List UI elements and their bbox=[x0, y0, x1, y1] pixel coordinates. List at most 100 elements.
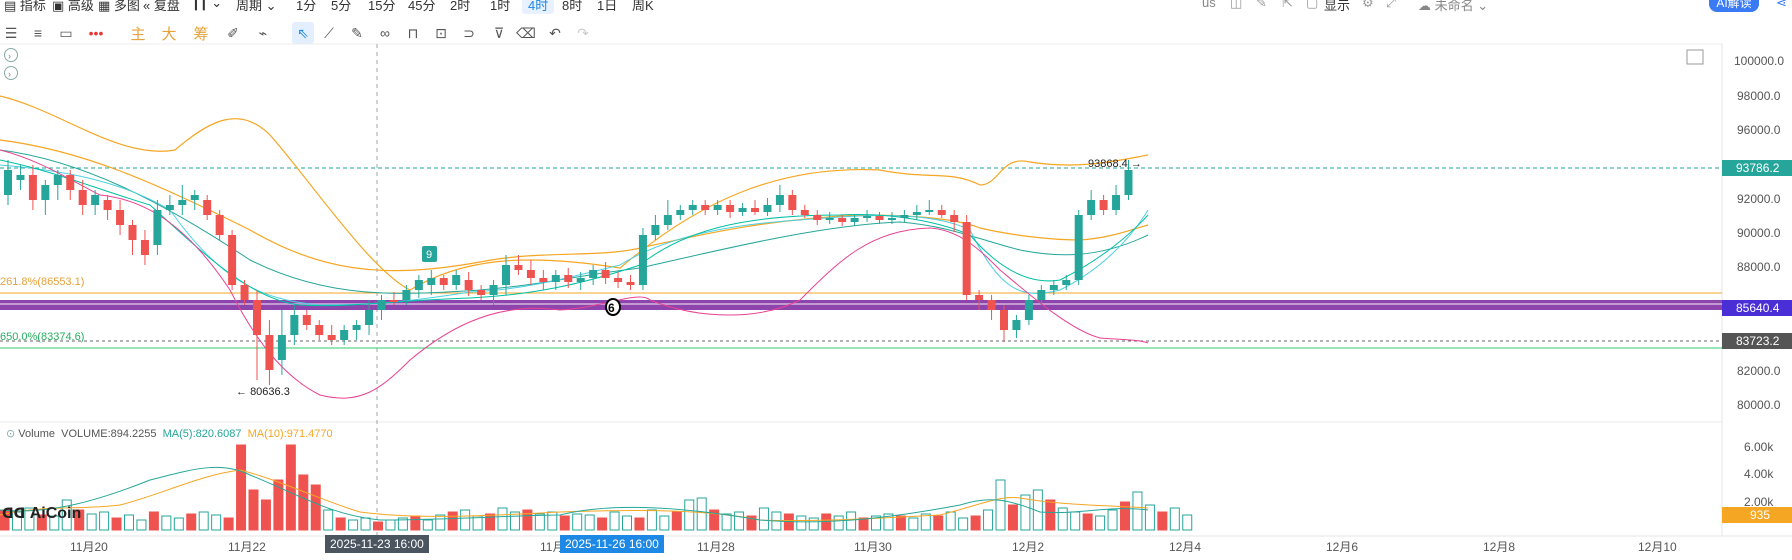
price-tick: 96000.0 bbox=[1737, 123, 1781, 137]
period-8h[interactable]: 8时 bbox=[562, 0, 583, 13]
edit-chart-icon[interactable]: ✐ bbox=[227, 24, 239, 41]
settings-icon[interactable]: ⚙ bbox=[1362, 0, 1374, 10]
support-price-label: 83723.2 bbox=[1722, 333, 1792, 349]
share-arrow-icon[interactable]: ⇱ bbox=[1282, 0, 1293, 10]
currency-unit[interactable]: us bbox=[1202, 0, 1216, 10]
aicoin-logo: ᗡᗡ AiCoin bbox=[2, 505, 82, 522]
period-menu[interactable]: 周期 ⌄ bbox=[236, 0, 277, 13]
pattern-icon[interactable]: ∞ bbox=[380, 25, 390, 41]
pen-icon[interactable]: ✎ bbox=[1256, 0, 1267, 10]
list-icon[interactable]: ≡ bbox=[33, 25, 43, 41]
magnet-icon[interactable]: ⊃ bbox=[463, 24, 475, 41]
cursor-icon[interactable]: ⇖ bbox=[292, 22, 314, 44]
volume-bar bbox=[1070, 511, 1081, 531]
camera-icon[interactable]: ◫ bbox=[1230, 0, 1243, 10]
candle bbox=[863, 216, 872, 218]
more-icon[interactable]: ••• bbox=[88, 25, 104, 41]
candle bbox=[4, 170, 12, 195]
candle bbox=[140, 240, 149, 255]
candle bbox=[327, 335, 336, 340]
volume-bar bbox=[908, 517, 919, 531]
volume-bar bbox=[846, 511, 857, 531]
note-icon[interactable]: ⊡ bbox=[435, 24, 447, 41]
replay-menu[interactable]: « 复盘 bbox=[143, 0, 180, 13]
volume-bar bbox=[709, 509, 720, 531]
signal-badge-text: 9 bbox=[426, 249, 432, 261]
period-1h[interactable]: 1时 bbox=[490, 0, 511, 13]
period-1d[interactable]: 1日 bbox=[597, 0, 618, 13]
brush-icon[interactable]: ⌁ bbox=[258, 24, 268, 41]
period-5m[interactable]: 5分 bbox=[331, 0, 352, 13]
candle bbox=[551, 275, 560, 282]
date-tick: 11月30 bbox=[854, 540, 892, 554]
indicator-menu[interactable]: ▤ 指标 bbox=[4, 0, 46, 13]
period-4h[interactable]: 4时 bbox=[522, 0, 555, 14]
candle bbox=[91, 195, 100, 205]
big-order-button[interactable]: 大 bbox=[161, 25, 177, 43]
layout-menu[interactable]: ☁ 未命名 ⌄ bbox=[1418, 0, 1489, 13]
chip-distribution-button[interactable]: 筹 bbox=[193, 25, 209, 43]
volume-bar bbox=[572, 513, 583, 531]
share-icon[interactable]: ⋖ bbox=[1776, 0, 1787, 10]
candle bbox=[576, 278, 585, 282]
candle bbox=[477, 290, 486, 295]
volume-bar bbox=[858, 517, 869, 531]
candle bbox=[28, 175, 37, 200]
ruler-icon[interactable]: ⟋ bbox=[324, 24, 334, 41]
volume-bar bbox=[696, 497, 707, 531]
volume-bar bbox=[497, 507, 508, 531]
volume-bar bbox=[684, 499, 695, 531]
multi-chart-menu[interactable]: ▦ 多图 bbox=[98, 0, 140, 13]
candle bbox=[875, 216, 884, 220]
trash-icon[interactable]: ⌫ bbox=[516, 24, 536, 41]
chart-type-menu[interactable]: ┃┃ ⌄ bbox=[192, 0, 222, 11]
date-tick: 12月4 bbox=[1169, 540, 1202, 554]
candle bbox=[240, 285, 249, 300]
candle bbox=[1049, 285, 1058, 290]
draw-pen-icon[interactable]: ✎ bbox=[351, 24, 363, 41]
volume-bar bbox=[895, 515, 906, 531]
low-price-annotation: ← 80636.3 bbox=[236, 386, 290, 398]
volume-bar bbox=[1095, 515, 1106, 531]
cloud-icon: ☁ bbox=[1418, 0, 1435, 13]
volume-bar bbox=[348, 519, 359, 531]
candle-icon: ┃┃ ⌄ bbox=[192, 0, 223, 10]
window-icon[interactable]: ▭ bbox=[59, 24, 73, 41]
advanced-menu[interactable]: ▣ 高级 bbox=[52, 0, 94, 13]
fullscreen-icon[interactable]: ⤢ bbox=[1386, 0, 1397, 10]
display-icon: ▢ bbox=[1306, 0, 1319, 10]
period-45m[interactable]: 45分 bbox=[408, 0, 436, 13]
lock-icon[interactable]: ⊓ bbox=[407, 24, 419, 41]
top-menu-bar: ▤ 指标 ▣ 高级 ▦ 多图 « 复盘 ┃┃ ⌄ 周期 ⌄ 1分 5分 15分 … bbox=[0, 0, 1792, 14]
candle bbox=[950, 215, 959, 222]
candle bbox=[1062, 280, 1071, 285]
volume-bar bbox=[211, 514, 222, 531]
price-tick: 82000.0 bbox=[1737, 364, 1781, 378]
display-menu[interactable]: 显示 bbox=[1324, 0, 1351, 13]
period-1m[interactable]: 1分 bbox=[296, 0, 317, 13]
main-indicator-button[interactable]: 主 bbox=[130, 25, 146, 43]
candle bbox=[1087, 200, 1096, 215]
filter-icon[interactable]: ⊽ bbox=[493, 24, 505, 41]
candle bbox=[502, 265, 510, 285]
candle bbox=[1074, 215, 1083, 280]
candle bbox=[1000, 310, 1008, 330]
volume-bar bbox=[422, 519, 433, 531]
period-2h[interactable]: 2时 bbox=[450, 0, 471, 13]
volume-bar bbox=[920, 513, 931, 531]
candle bbox=[190, 195, 199, 200]
menu-icon[interactable]: ☰ bbox=[4, 24, 18, 41]
undo-icon[interactable]: ↶ bbox=[549, 24, 561, 41]
candle bbox=[277, 335, 286, 360]
volume-current-label: 935 bbox=[1722, 507, 1792, 523]
period-weekly[interactable]: 周K bbox=[632, 0, 654, 13]
redo-icon[interactable]: ↷ bbox=[577, 24, 589, 41]
ai-analysis-button[interactable]: AI解读 bbox=[1709, 0, 1759, 12]
volume-bar bbox=[1007, 504, 1018, 531]
collapse-volume-icon[interactable]: ⊙ bbox=[6, 428, 16, 440]
volume-bar bbox=[1032, 489, 1043, 531]
period-15m[interactable]: 15分 bbox=[368, 0, 396, 13]
candle bbox=[564, 275, 573, 282]
candle bbox=[526, 270, 535, 278]
